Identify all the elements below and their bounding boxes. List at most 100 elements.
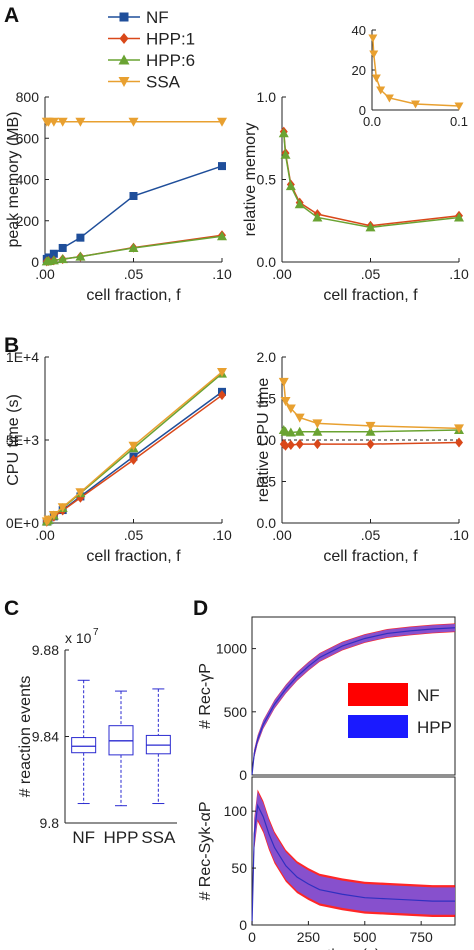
data-point — [48, 117, 59, 127]
chart-d-bottom: 0 50 100 0 250 500 750 time (s) # Rec-Syk-αP — [197, 776, 456, 950]
data-point — [43, 515, 54, 525]
data-point — [57, 254, 68, 264]
panel-letter-a: A — [4, 4, 19, 27]
data-point — [217, 231, 227, 241]
panel-letter-b: B — [4, 334, 19, 357]
x-tick-label: .00 — [272, 266, 292, 282]
data-point — [75, 251, 86, 261]
x-tick-label: .10 — [212, 266, 232, 282]
category-label: NF — [72, 828, 95, 847]
y-tick-label: 0 — [359, 103, 366, 118]
plot-frame — [251, 616, 456, 776]
y-tick-label: 0.0 — [257, 254, 277, 270]
series-mean-line — [251, 627, 456, 776]
y-tick-label: 100 — [224, 803, 248, 819]
legend-label: NF — [146, 8, 169, 27]
y-tick-label: 1.5 — [257, 391, 277, 407]
data-point — [365, 421, 376, 431]
series-line — [283, 133, 460, 229]
data-point — [278, 377, 289, 387]
data-point — [295, 439, 304, 450]
category-label: SSA — [141, 828, 176, 847]
y-tick-label: 0 — [239, 917, 247, 933]
y-tick-label: 9.84 — [32, 729, 59, 745]
data-point — [369, 50, 379, 59]
x-tick-label: 0 — [248, 929, 256, 945]
chart-d-top: 0 500 1000# Rec-γP NF HPP — [197, 616, 456, 783]
y-tick-label: 200 — [16, 213, 40, 229]
data-point — [312, 419, 323, 429]
y-axis-label: # reaction events — [17, 676, 34, 798]
data-point — [365, 426, 376, 436]
x-axis-label: cell fraction, f — [86, 287, 181, 304]
x-axis-label: cell fraction, f — [86, 548, 181, 565]
data-point — [218, 390, 226, 401]
data-point — [280, 396, 291, 406]
y-tick-label: 40 — [352, 23, 366, 38]
data-point — [280, 149, 291, 159]
data-point — [75, 488, 86, 498]
y-axis-label: relative CPU time — [255, 378, 272, 503]
x-tick-label: .05 — [124, 527, 144, 543]
data-point — [281, 440, 290, 451]
data-point — [313, 439, 322, 450]
data-point — [371, 74, 381, 83]
chart-b-right: 0.0 0.5 1.0 1.5 2.0 .00 .05 .10 cell fraction, f… — [255, 349, 469, 565]
x-axis-label: cell fraction, f — [323, 548, 418, 565]
category-label: HPP — [104, 828, 139, 847]
y-tick-label: 500 — [224, 704, 248, 720]
data-point — [312, 426, 323, 436]
data-point — [368, 34, 378, 43]
data-point — [285, 181, 296, 191]
legend-marker — [118, 54, 130, 65]
y-tick-label: 20 — [352, 63, 366, 78]
data-point — [294, 199, 305, 209]
x-axis-label: cell fraction, f — [323, 287, 418, 304]
y-axis-label: CPU time (s) — [5, 394, 22, 486]
data-point — [384, 94, 394, 103]
data-point — [128, 117, 139, 127]
data-point — [48, 511, 59, 521]
legend-swatch-nf — [348, 683, 408, 706]
x-tick-label: .05 — [124, 266, 144, 282]
x-tick-label: .00 — [35, 266, 55, 282]
data-point — [75, 117, 86, 127]
y-axis-label: # Rec-Syk-αP — [197, 801, 214, 900]
data-point — [454, 102, 464, 111]
chart-a-inset: 0 20 40 0.0 0.1 — [352, 23, 469, 129]
y-tick-label: 400 — [16, 172, 40, 188]
x-tick-label: .00 — [35, 527, 55, 543]
plot-frame — [251, 776, 456, 926]
x-tick-label: .05 — [361, 527, 381, 543]
y-tick-label: 600 — [16, 130, 40, 146]
data-point — [76, 233, 85, 242]
data-point — [285, 427, 296, 437]
data-point — [365, 222, 376, 232]
legend-d: NF HPP — [348, 683, 452, 738]
chart-b-left: 0E+0 5E+3 1E+4 .00 .05 .10 cell fraction, f CPU… — [5, 349, 232, 565]
y-tick-label: 5E+3 — [6, 432, 39, 448]
y-tick-label: 1000 — [216, 641, 247, 657]
x-tick-label: .10 — [449, 527, 469, 543]
y-tick-label: 1.0 — [257, 89, 277, 105]
legend-marker — [119, 33, 129, 44]
data-point — [129, 454, 138, 465]
y-axis-label: peak memory (MB) — [5, 111, 22, 247]
series-mean-line — [251, 803, 455, 926]
data-point — [285, 404, 296, 414]
legend-label-hpp: HPP — [417, 718, 452, 737]
y-tick-label: 9.88 — [32, 642, 59, 658]
data-point — [278, 128, 289, 138]
y-tick-label: 0 — [31, 254, 39, 270]
y-axis-label: # Rec-γP — [197, 663, 214, 729]
legend-label: HPP:1 — [146, 30, 195, 49]
chart-a-right: 0.0 0.5 1.0 .00 .05 .10 cell fraction, f relati… — [242, 89, 469, 304]
data-point — [366, 439, 375, 450]
legend-label: SSA — [146, 73, 181, 92]
x-tick-label: 750 — [409, 929, 433, 945]
y-axis-label: relative memory — [242, 123, 259, 237]
data-point — [294, 426, 305, 436]
y-tick-label: 9.8 — [40, 815, 60, 831]
y-tick-label: 1E+4 — [6, 349, 39, 365]
